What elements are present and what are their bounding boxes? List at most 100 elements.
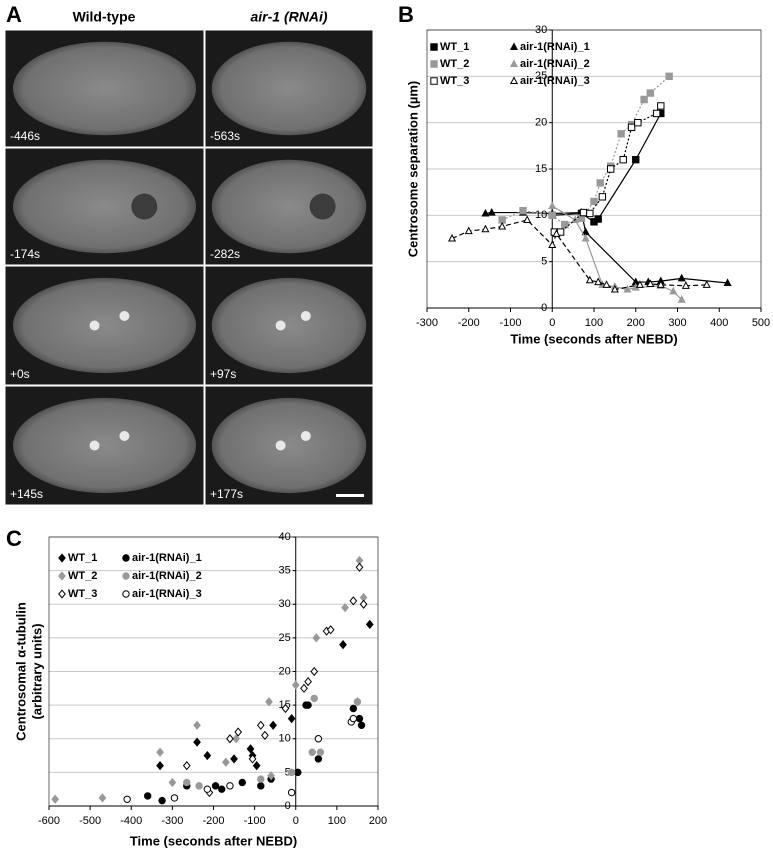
data-point [195,782,203,790]
series-line [451,219,707,291]
legend-label: air-1(RNAi)_1 [132,552,202,564]
legend-label: WT_3 [68,588,97,600]
centrosome [119,310,130,321]
series-line [485,211,728,284]
x-tick-label: -300 [161,815,183,827]
data-point [548,240,557,249]
data-point [607,165,615,173]
column-header: Wild-type [73,9,136,25]
legend-label: air-1(RNAi)_2 [132,570,202,582]
legend-marker [122,572,130,580]
embryo [211,277,367,374]
data-point [312,633,321,643]
data-point [634,118,642,127]
data-point [677,273,686,282]
panel-label: B [398,2,414,27]
data-point [596,179,604,187]
data-point [226,782,234,790]
y-tick-label: 5 [285,766,291,778]
data-point [581,233,590,242]
data-point [193,720,201,730]
legend-marker [430,77,438,85]
timestamp: -174s [10,247,40,261]
data-point [610,284,619,293]
data-point [594,215,602,223]
data-point [723,278,732,287]
embryo [211,159,367,254]
x-tick-label: -200 [458,317,480,329]
data-point [269,720,277,730]
legend-label: WT_3 [440,75,469,87]
nucleus [309,193,336,220]
data-point [646,89,655,97]
data-point [681,281,690,289]
nucleus [131,193,158,220]
y-axis-label: Centrosomal α-tubulin [13,602,28,741]
data-point [287,788,296,797]
data-point [294,768,302,776]
legend-marker [58,589,66,599]
data-point [623,284,632,293]
centrosome [300,430,311,441]
series-line [552,113,662,223]
legend-marker [430,60,438,68]
plot-frame [48,536,379,807]
x-tick-label: 0 [549,317,555,329]
data-point [353,698,362,706]
data-point [267,771,275,781]
centrosome [119,430,130,441]
y-tick-label: 25 [535,70,547,82]
y-tick-label: 20 [279,665,291,677]
legend-marker [509,59,519,68]
x-tick-label: -400 [120,815,142,827]
data-point [230,754,238,764]
x-tick-label: -100 [244,815,266,827]
centrosome [275,440,286,451]
legend-marker [430,43,438,51]
data-point [702,280,711,288]
column-header: air-1 (RNAi) [250,9,327,25]
legend-marker [122,554,130,562]
scale-bar [336,494,364,497]
data-point [257,782,265,790]
data-point [98,793,107,803]
embryo [211,397,367,494]
x-tick-label: -500 [79,815,101,827]
y-tick-label: 20 [535,117,547,129]
data-point [619,156,627,164]
data-point [594,277,603,286]
data-point [156,747,164,757]
data-point [652,109,661,118]
data-point [234,727,243,737]
embryo [211,41,367,136]
x-tick-label: -300 [416,317,438,329]
legend-marker [122,590,130,598]
x-tick-label: -600 [38,815,60,827]
data-point [585,275,594,284]
x-tick-label: 500 [752,317,770,329]
data-point [183,778,191,787]
x-tick-label: 300 [668,317,686,329]
data-point [265,697,273,707]
timestamp: +97s [210,367,236,381]
legend-label: air-1(RNAi)_1 [520,41,590,53]
data-point [193,737,201,747]
data-point [498,216,506,224]
data-point [310,694,318,703]
data-point [211,782,220,790]
y-axis-label: Centrosome separation (µm) [405,81,420,258]
data-point [640,95,648,104]
data-point [304,701,312,709]
x-tick-label: 200 [627,317,645,329]
legend-label: air-1(RNAi)_2 [520,58,590,70]
data-point [182,761,191,771]
data-point [300,683,308,693]
data-point [238,778,246,787]
panel-label: A [6,2,22,27]
data-point [657,102,665,110]
series-line [551,205,683,301]
panel-label: C [6,526,22,551]
legend-label: WT_1 [68,552,97,564]
centrosome [89,320,100,331]
centrosome [89,440,100,451]
